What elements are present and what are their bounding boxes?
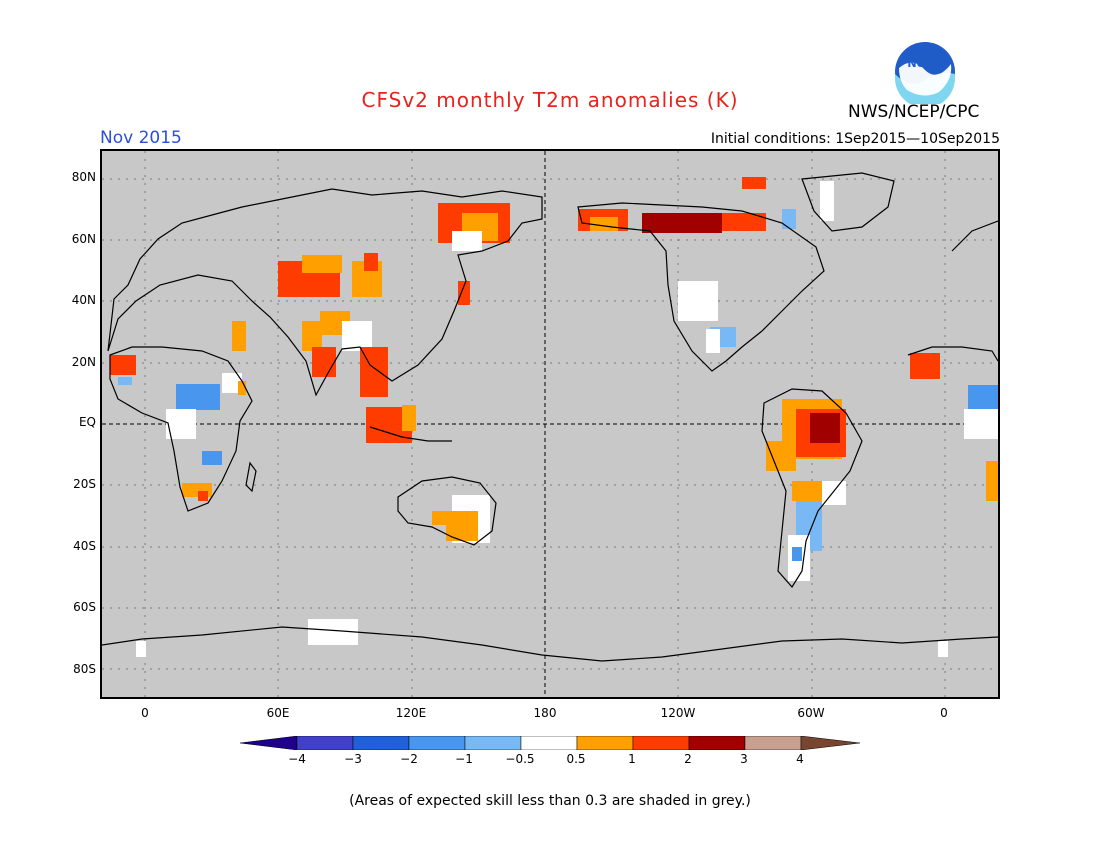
lon-label: 60W [797, 706, 825, 720]
anomaly-map [100, 149, 1000, 699]
colorbar [239, 735, 861, 751]
colorbar-label: −3 [344, 752, 362, 766]
colorbar-label: 1 [628, 752, 636, 766]
lat-label: 20S [73, 477, 96, 491]
lon-label: 0 [141, 706, 149, 720]
lon-label: 0 [940, 706, 948, 720]
colorbar-segment [576, 735, 634, 751]
initial-conditions: Initial conditions: 1Sep2015—10Sep2015 [710, 131, 1000, 147]
lon-label: 60E [266, 706, 290, 720]
colorbar-segment [464, 735, 522, 751]
colorbar-label: −1 [455, 752, 473, 766]
colorbar-label: −4 [288, 752, 306, 766]
lat-label: 40N [71, 293, 96, 307]
lon-label: 180 [533, 706, 557, 720]
lat-label: 60S [73, 600, 96, 614]
lat-label: 40S [73, 539, 96, 553]
lon-label: 120W [660, 706, 696, 720]
colorbar-segment [296, 735, 354, 751]
colorbar-segment [520, 735, 578, 751]
colorbar-segment [744, 735, 802, 751]
colorbar-segment [632, 735, 690, 751]
equator-dateline [102, 151, 998, 697]
lat-label: 20N [71, 355, 96, 369]
colorbar-segment [239, 735, 298, 751]
colorbar-segment [688, 735, 746, 751]
lat-label: 80N [71, 170, 96, 184]
colorbar-label: −0.5 [505, 752, 535, 766]
noaa-logo: NOAA [893, 40, 957, 108]
page-title: CFSv2 monthly T2m anomalies (K) [361, 88, 739, 112]
colorbar-label: −2 [400, 752, 418, 766]
lon-label: 120E [395, 706, 427, 720]
colorbar-segment [408, 735, 466, 751]
anomaly-patches [110, 177, 998, 657]
logo-text: NOAA [907, 57, 943, 70]
colorbar-segment [352, 735, 410, 751]
colorbar-segment [800, 735, 861, 751]
coastlines [102, 172, 998, 662]
colorbar-label: 0.5 [566, 752, 586, 766]
colorbar-label: 2 [684, 752, 692, 766]
skill-note: (Areas of expected skill less than 0.3 a… [349, 793, 751, 809]
forecast-month: Nov 2015 [100, 128, 182, 148]
agency-label: NWS/NCEP/CPC [848, 102, 980, 122]
lat-label: 80S [73, 662, 96, 676]
lat-label: EQ [78, 415, 96, 429]
colorbar-label: 3 [740, 752, 748, 766]
colorbar-label: 4 [796, 752, 804, 766]
lat-label: 60N [71, 232, 96, 246]
